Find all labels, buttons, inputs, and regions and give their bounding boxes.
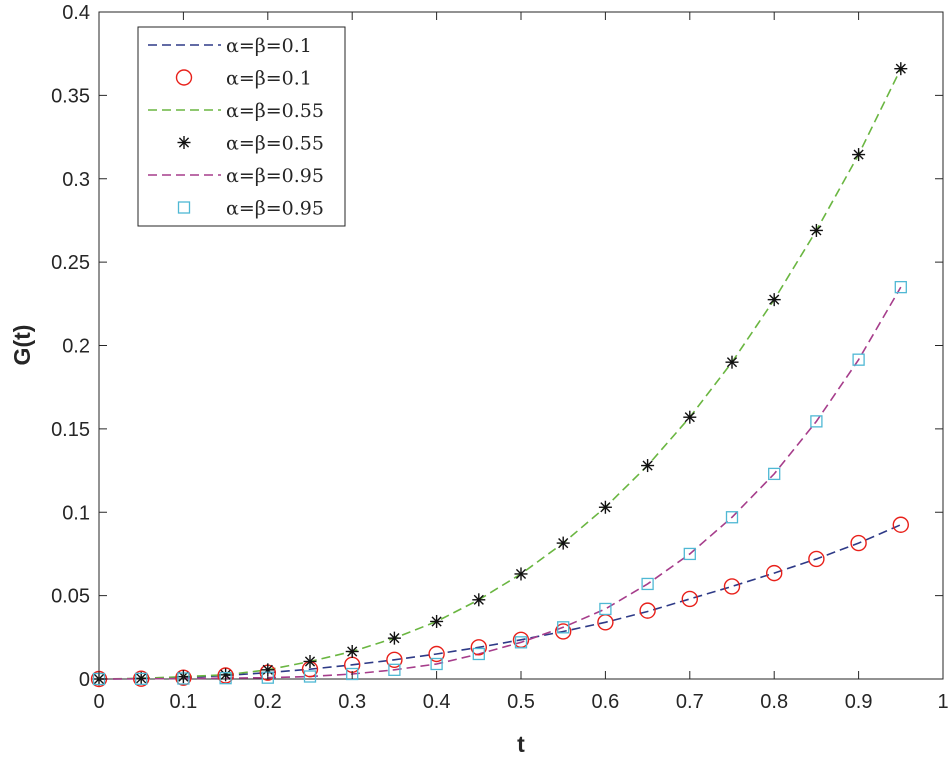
x-tick-label: 0.5 xyxy=(507,691,535,713)
legend-label: α=β=0.95 xyxy=(226,165,324,187)
data-point xyxy=(388,663,401,676)
y-tick-label: 0.4 xyxy=(62,2,90,24)
data-point xyxy=(639,602,656,619)
legend-marker-sample xyxy=(177,136,191,149)
series-markers-2 xyxy=(92,280,907,686)
data-point xyxy=(472,647,485,661)
data-point xyxy=(219,668,233,682)
series-markers-1 xyxy=(92,62,908,686)
legend-label: α=β=0.1 xyxy=(226,68,312,90)
data-point xyxy=(852,148,866,162)
legend-marker-sample xyxy=(177,201,191,214)
y-tick-label: 0.25 xyxy=(51,252,90,274)
data-point xyxy=(134,671,148,685)
axes-layer: 0 0.1 0.2 0.3 0.4 0.5 0.6 0.7 0.8 0.9 1 0 0.05 0.1 0.1… xyxy=(51,2,949,713)
data-point xyxy=(386,651,403,669)
x-tick-label: 0.7 xyxy=(676,691,704,713)
data-point xyxy=(470,639,487,656)
y-tick-label: 0 xyxy=(79,669,90,691)
data-point xyxy=(132,670,150,687)
x-axis-title: t xyxy=(517,731,525,757)
legend-marker-sample xyxy=(175,69,193,86)
data-point xyxy=(892,516,909,533)
data-point xyxy=(808,550,825,568)
data-point xyxy=(641,459,655,473)
y-tick-label: 0.15 xyxy=(51,419,90,441)
data-point xyxy=(641,577,654,591)
data-point xyxy=(556,536,570,550)
data-point xyxy=(430,614,444,628)
data-point xyxy=(599,602,612,616)
legend: α=β=0.1 α=β=0.1 α=β=0.55 α=β=0.55 α=β=0.95 α=… xyxy=(137,26,346,227)
y-tick-label: 0.3 xyxy=(62,169,90,191)
x-tick-label: 0.1 xyxy=(169,691,197,713)
data-point xyxy=(345,644,359,658)
x-tick-label: 0.9 xyxy=(845,691,873,713)
data-point xyxy=(472,593,486,607)
data-point xyxy=(303,670,317,683)
data-point xyxy=(681,590,698,608)
data-point xyxy=(767,293,781,307)
data-point xyxy=(725,511,739,524)
data-point xyxy=(430,657,443,671)
x-tick-label: 1 xyxy=(937,691,948,713)
data-point xyxy=(135,672,148,685)
y-tick-label: 0.1 xyxy=(62,502,90,524)
x-tick-label: 0.4 xyxy=(423,691,451,713)
data-point xyxy=(598,500,612,514)
data-point xyxy=(346,667,359,681)
data-point xyxy=(557,621,570,634)
data-point xyxy=(810,415,823,428)
legend-label: α=β=0.95 xyxy=(226,198,324,220)
data-point xyxy=(809,223,823,237)
y-tick-label: 0.35 xyxy=(51,85,90,107)
y-tick-label: 0.2 xyxy=(62,336,90,358)
data-point xyxy=(428,645,445,663)
data-point xyxy=(683,547,696,561)
data-point xyxy=(219,672,232,685)
data-point xyxy=(723,578,741,595)
data-point xyxy=(555,623,572,640)
y-tick-label: 0.05 xyxy=(51,586,90,608)
data-point xyxy=(852,353,865,366)
x-tick-label: 0 xyxy=(93,691,104,713)
y-axis-title: G(t) xyxy=(9,325,35,366)
data-point xyxy=(387,631,401,645)
legend-label: α=β=0.55 xyxy=(226,100,324,122)
data-point xyxy=(894,62,908,76)
data-point xyxy=(850,534,867,552)
data-point xyxy=(217,667,234,684)
data-point xyxy=(303,654,317,668)
data-point xyxy=(766,564,783,582)
legend-label: α=β=0.55 xyxy=(226,133,324,155)
x-tick-label: 0.6 xyxy=(591,691,619,713)
data-point xyxy=(894,280,907,294)
x-tick-label: 0.3 xyxy=(338,691,366,713)
legend-label: α=β=0.1 xyxy=(226,35,312,57)
data-point xyxy=(683,410,697,424)
data-point xyxy=(768,467,781,481)
data-point xyxy=(514,636,528,649)
series-layer xyxy=(90,62,909,688)
x-tick-label: 0.2 xyxy=(254,691,282,713)
data-point xyxy=(725,355,739,369)
legend-box xyxy=(137,26,346,227)
x-tick-label: 0.8 xyxy=(760,691,788,713)
data-point xyxy=(514,567,528,581)
